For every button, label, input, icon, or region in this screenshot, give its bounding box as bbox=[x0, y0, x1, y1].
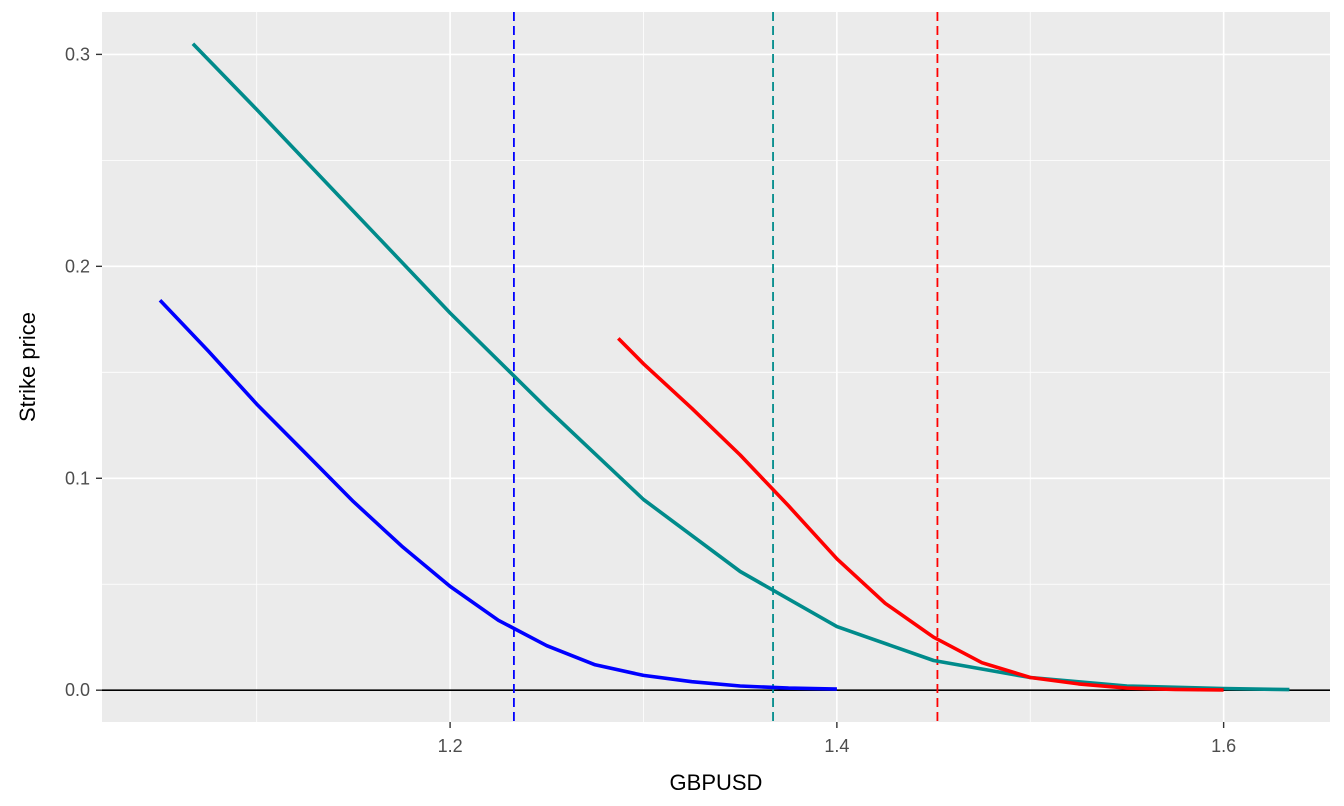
plot-panel bbox=[102, 12, 1330, 722]
x-tick-label: 1.4 bbox=[824, 736, 849, 756]
y-axis-ticks: 0.0 0.1 0.2 0.3 bbox=[65, 44, 102, 700]
series-line-2 bbox=[617, 337, 1224, 692]
y-tick-label: 0.3 bbox=[65, 44, 90, 64]
x-axis-title: GBPUSD bbox=[670, 770, 763, 795]
y-axis-title: Strike price bbox=[15, 312, 40, 422]
y-tick-label: 0.2 bbox=[65, 256, 90, 276]
series-lines bbox=[158, 42, 1290, 692]
y-tick-label: 0.1 bbox=[65, 468, 90, 488]
reference-lines bbox=[513, 12, 939, 722]
x-tick-label: 1.6 bbox=[1211, 736, 1236, 756]
x-axis-ticks: 1.2 1.4 1.6 bbox=[438, 722, 1236, 756]
y-tick-label: 0.0 bbox=[65, 680, 90, 700]
series-line-1 bbox=[191, 42, 1290, 692]
x-tick-label: 1.2 bbox=[438, 736, 463, 756]
series-line-0 bbox=[158, 298, 837, 691]
